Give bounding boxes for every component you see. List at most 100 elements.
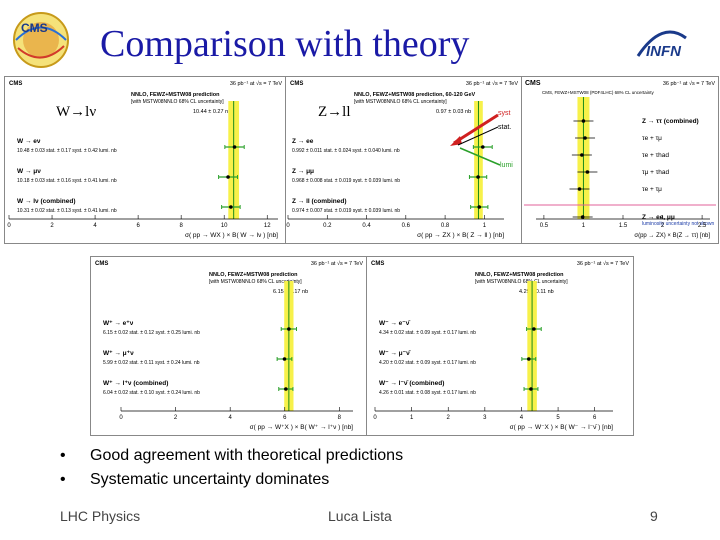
- data-point: [287, 327, 291, 331]
- data-point: [229, 205, 233, 209]
- plot-lumi: 36 pb⁻¹ at √s = 7 TeV: [663, 80, 715, 87]
- x-tick-label: 0: [7, 223, 11, 229]
- theory-value: 10.44 ± 0.27 nb: [193, 109, 231, 115]
- data-point: [232, 145, 237, 149]
- entry-label: W⁺ → l⁺ν (combined): [103, 380, 168, 387]
- data-point: [529, 387, 533, 391]
- data-point: [585, 170, 590, 174]
- data-point: [476, 175, 480, 179]
- theory-label: NNLO, FEWZ+MSTW08 prediction: [131, 92, 220, 98]
- entry-value: 4.20 ± 0.02 stat. ± 0.09 syst. ± 0.17 lu…: [379, 360, 476, 366]
- x-tick-label: 0.2: [323, 223, 332, 229]
- plot-lumi: 36 pb⁻¹ at √s = 7 TeV: [577, 260, 629, 267]
- w-inclusive-plot: CMS 36 pb⁻¹ at √s = 7 TeV NNLO, FEWZ+MSTW0…: [4, 76, 287, 244]
- x-tick-label: 0.4: [362, 223, 371, 229]
- entry-value: 0.992 ± 0.011 stat. ± 0.024 syst. ± 0.04…: [292, 148, 400, 154]
- x-tick-label: 4: [520, 415, 524, 421]
- x-tick-label: 1: [410, 415, 414, 421]
- x-tick-label: 6: [283, 415, 287, 421]
- x-tick-label: 4: [229, 415, 233, 421]
- lumi-note: luminosity uncertainty not shown: [642, 221, 714, 227]
- bullet-item: • Good agreement with theoretical predict…: [60, 447, 404, 464]
- theory-note: [with MSTW08NNLO 68% CL uncertainty]: [354, 99, 447, 105]
- entry-label: W⁺ → μ⁺ν: [103, 350, 134, 357]
- x-axis-title: σ( pp → W⁺X ) × B( W⁺ → l⁺ν ) [nb]: [250, 424, 354, 431]
- x-tick-label: 2: [661, 223, 665, 229]
- page-number: 9: [650, 508, 658, 524]
- annotation-arrows: [450, 113, 501, 166]
- w-minus-plot: CMS 36 pb⁻¹ at √s = 7 TeV NNLO, FEWZ+MSTW0…: [366, 256, 634, 436]
- x-tick-label: 1.5: [619, 223, 628, 229]
- data-point: [526, 357, 531, 361]
- plot-header: CMS: [95, 261, 108, 267]
- svg-text:INFN: INFN: [646, 43, 682, 60]
- footer-left: LHC Physics: [60, 508, 141, 524]
- theory-note: [with MSTW08NNLO 68% CL uncertainty]: [131, 99, 224, 105]
- entry-value: 4.34 ± 0.02 stat. ± 0.09 syst. ± 0.17 lu…: [379, 330, 476, 336]
- z-overlay-label: Z→ll: [318, 104, 351, 120]
- theory-label: CMS, FEWZ+MSTW08 (PDF4LHC) 68% CL uncert…: [542, 90, 654, 95]
- data-point: [581, 119, 586, 123]
- theory-note: [with MSTW08NNLO 68% CL uncertainty]: [475, 279, 568, 285]
- x-tick-label: 0: [119, 415, 123, 421]
- data-point: [583, 136, 587, 140]
- plot-lumi: 36 pb⁻¹ at √s = 7 TeV: [230, 80, 282, 87]
- data-point: [477, 205, 482, 209]
- svg-text:CMS: CMS: [21, 21, 48, 35]
- entry-label: Z → μμ: [292, 168, 314, 175]
- theory-label: NNLO, FEWZ+MSTW08 prediction: [475, 272, 564, 278]
- x-tick-label: 1: [483, 223, 487, 229]
- plot-header: CMS: [525, 80, 541, 87]
- data-point: [480, 145, 485, 149]
- entry-label: Z → ee: [292, 138, 314, 145]
- syst-label: syst: [498, 110, 511, 117]
- x-tick-label: 2: [174, 415, 178, 421]
- plot-header: CMS: [290, 81, 303, 87]
- stat-label: stat.: [498, 124, 512, 131]
- x-tick-label: 6: [136, 223, 140, 229]
- x-axis-title: σ( pp → W⁻X ) × B( W⁻ → l⁻ν̄ ) [nb]: [510, 424, 614, 431]
- entry-label: W⁻ → e⁻ν̄: [379, 319, 410, 327]
- data-point: [580, 153, 584, 157]
- entry-label: Z → ll (combined): [292, 198, 347, 205]
- row-label: Z → ττ (combined): [642, 118, 699, 125]
- x-tick-label: 0: [286, 223, 290, 229]
- data-point: [577, 187, 582, 191]
- x-tick-label: 2.5: [698, 223, 707, 229]
- x-tick-label: 0.8: [441, 223, 450, 229]
- entry-value: 10.31 ± 0.02 stat. ± 0.13 syst. ± 0.41 l…: [17, 208, 117, 214]
- theory-value: 0.97 ± 0.03 nb: [436, 109, 471, 115]
- x-tick-label: 8: [338, 415, 342, 421]
- plot-header: CMS: [9, 81, 22, 87]
- entry-value: 10.48 ± 0.03 stat. ± 0.17 syst. ± 0.42 l…: [17, 148, 117, 154]
- x-tick-label: 1: [582, 223, 586, 229]
- x-axis-title: σ(pp → ZX) × B(Z → ττ) [nb]: [634, 233, 710, 239]
- x-tick-label: 3: [483, 415, 487, 421]
- entry-value: 6.15 ± 0.02 stat. ± 0.12 syst. ± 0.25 lu…: [103, 330, 200, 336]
- footer-center: Luca Lista: [328, 508, 392, 524]
- entry-label: W⁻ → μ⁻ν̄: [379, 349, 411, 357]
- x-tick-label: 4: [93, 223, 97, 229]
- theory-label: NNLO, FEWZ+MSTW08 prediction, 60-120 GeV: [354, 92, 476, 98]
- entry-value: 0.968 ± 0.008 stat. ± 0.019 syst. ± 0.03…: [292, 178, 400, 184]
- cms-logo: CMS: [13, 12, 69, 68]
- infn-logo: INFN: [636, 30, 687, 60]
- w-overlay-label: W→lν: [56, 104, 97, 120]
- theory-label: NNLO, FEWZ+MSTW08 prediction: [209, 272, 298, 278]
- x-tick-label: 2: [447, 415, 451, 421]
- entry-value: 10.18 ± 0.03 stat. ± 0.16 syst. ± 0.41 l…: [17, 178, 117, 184]
- plot-lumi: 36 pb⁻¹ at √s = 7 TeV: [311, 260, 363, 267]
- entry-value: 0.974 ± 0.007 stat. ± 0.019 syst. ± 0.03…: [292, 208, 400, 214]
- data-point: [226, 175, 230, 179]
- data-point: [580, 215, 585, 219]
- z-inclusive-plot: CMS 36 pb⁻¹ at √s = 7 TeV NNLO, FEWZ+MSTW0…: [285, 76, 523, 244]
- row-label: τμ + τhad: [642, 169, 670, 176]
- entry-value: 5.99 ± 0.02 stat. ± 0.11 syst. ± 0.24 lu…: [103, 360, 200, 366]
- x-tick-label: 10: [221, 223, 228, 229]
- lumi-label: lumi: [500, 162, 513, 169]
- row-label: τe + τhad: [642, 152, 669, 159]
- row-label: τe + τμ: [642, 135, 662, 142]
- entry-value: 4.26 ± 0.01 stat. ± 0.08 syst. ± 0.17 lu…: [379, 390, 476, 396]
- bullet-list: • Good agreement with theoretical predict…: [60, 444, 403, 492]
- x-axis-title: σ( pp → ZX ) × B( Z → ll ) [nb]: [417, 232, 504, 239]
